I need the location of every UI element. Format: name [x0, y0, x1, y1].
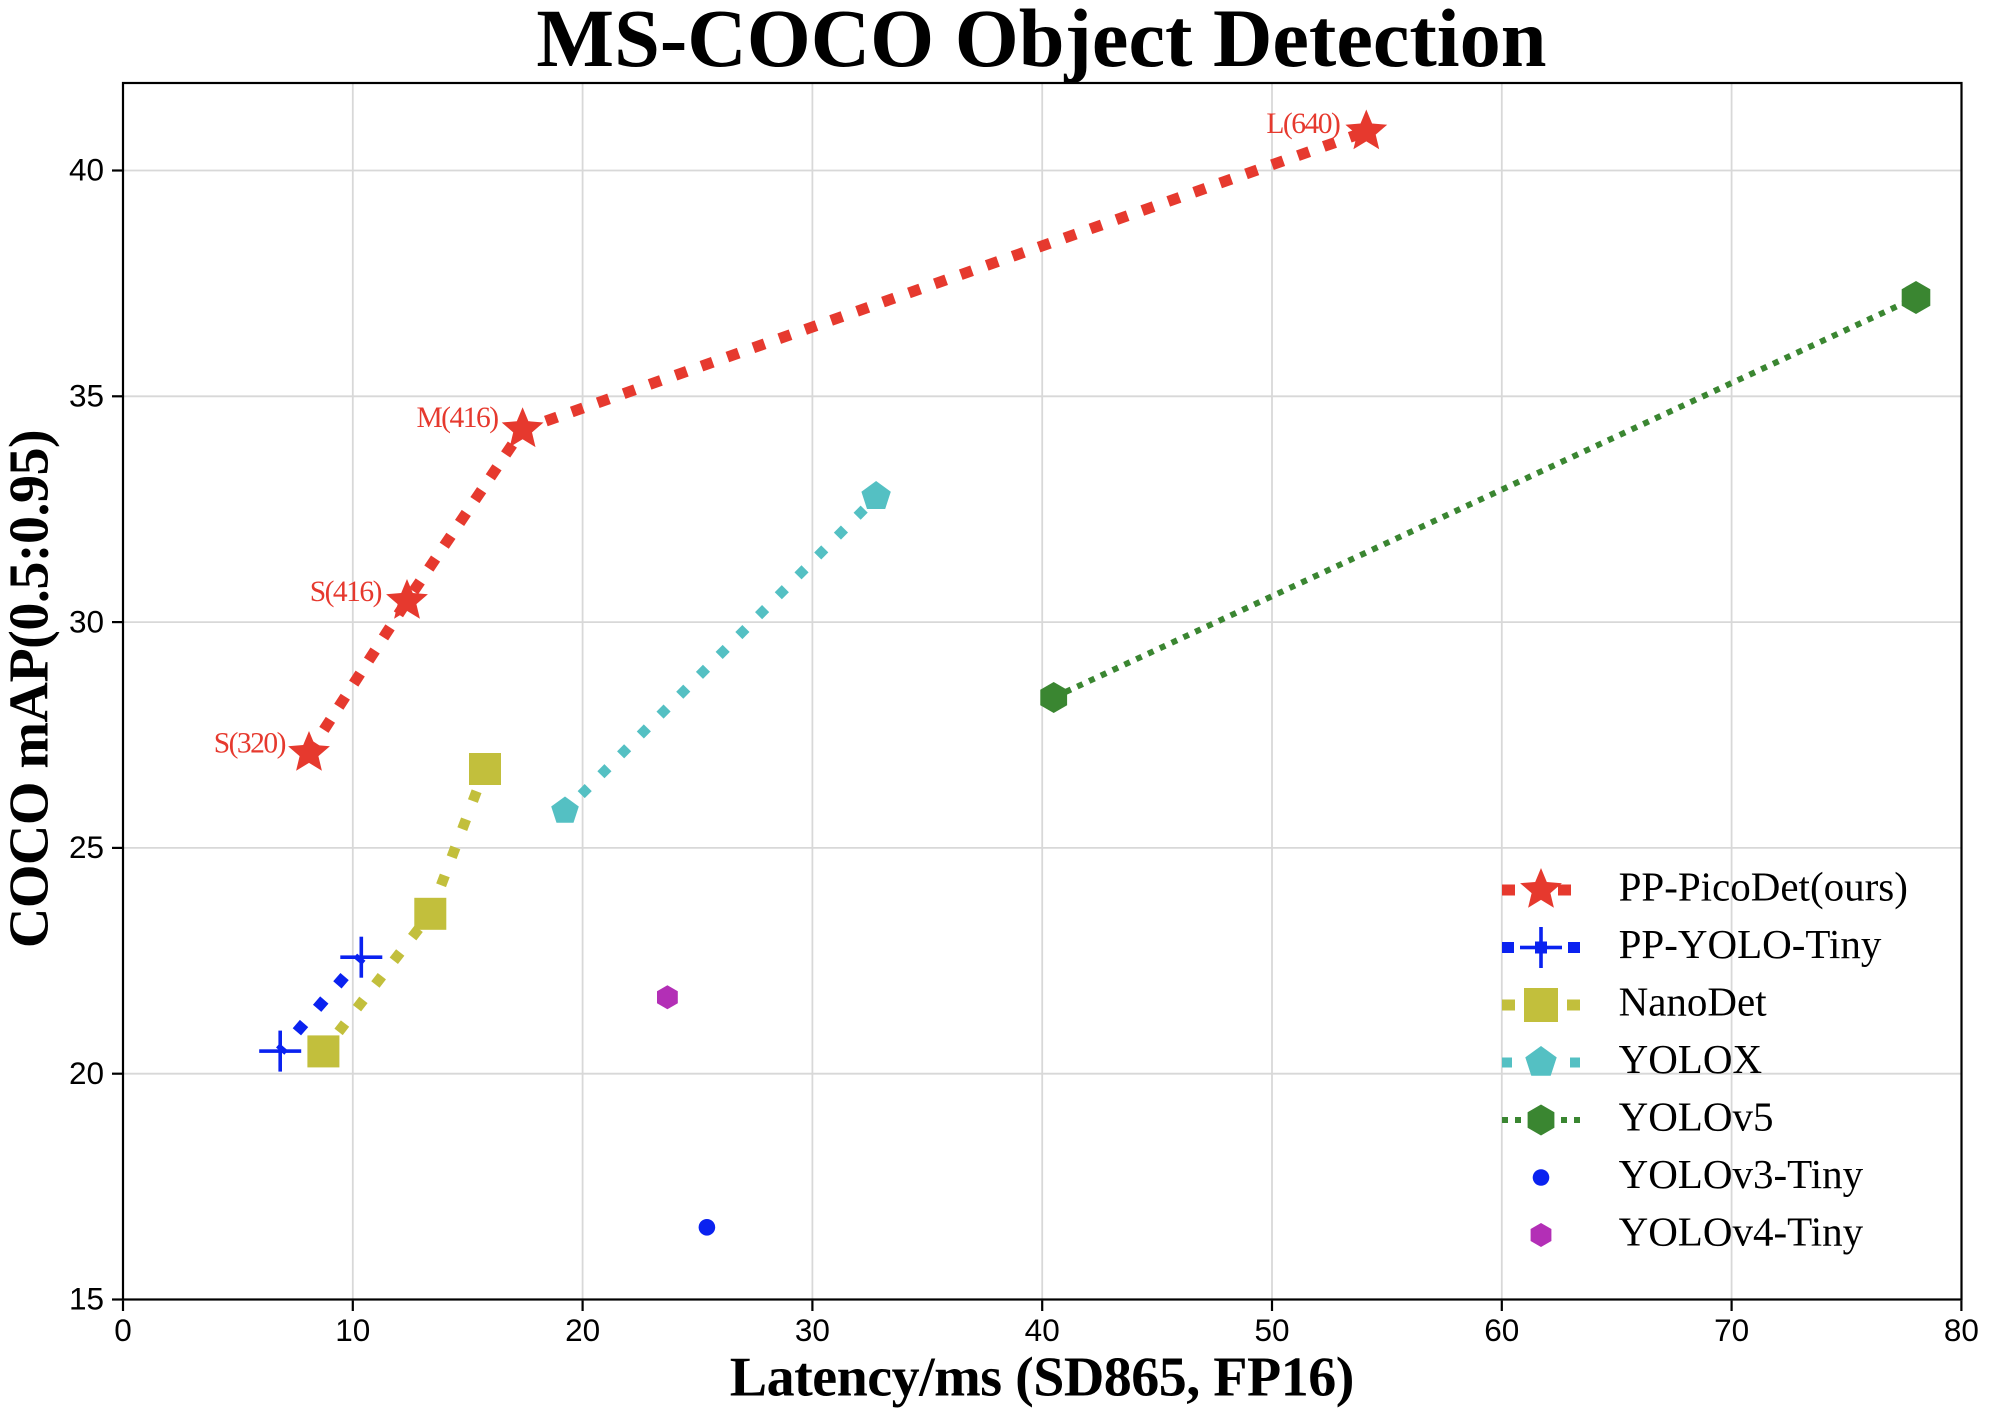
svg-text:40: 40: [69, 152, 104, 188]
svg-text:40: 40: [1025, 1312, 1060, 1348]
svg-text:60: 60: [1484, 1312, 1519, 1348]
svg-text:YOLOX: YOLOX: [1619, 1036, 1762, 1082]
svg-text:YOLOv5: YOLOv5: [1619, 1093, 1774, 1139]
svg-text:YOLOv4-Tiny: YOLOv4-Tiny: [1619, 1208, 1864, 1254]
svg-text:M(416): M(416): [416, 402, 498, 434]
svg-text:35: 35: [69, 378, 104, 414]
svg-text:25: 25: [69, 829, 104, 865]
svg-text:MS-COCO Object Detection: MS-COCO Object Detection: [536, 0, 1546, 84]
svg-text:Latency/ms (SD865, FP16): Latency/ms (SD865, FP16): [730, 1347, 1354, 1409]
svg-text:S(320): S(320): [214, 728, 286, 760]
svg-text:80: 80: [1944, 1312, 1979, 1348]
svg-text:PP-YOLO-Tiny: PP-YOLO-Tiny: [1619, 921, 1882, 967]
svg-text:L(640): L(640): [1266, 108, 1340, 140]
svg-text:0: 0: [114, 1312, 132, 1348]
svg-text:20: 20: [69, 1055, 104, 1091]
svg-text:30: 30: [795, 1312, 830, 1348]
svg-text:PP-PicoDet(ours): PP-PicoDet(ours): [1619, 863, 1908, 909]
svg-text:20: 20: [565, 1312, 600, 1348]
svg-text:50: 50: [1254, 1312, 1289, 1348]
svg-text:10: 10: [335, 1312, 370, 1348]
svg-text:70: 70: [1714, 1312, 1749, 1348]
svg-text:COCO mAP(0.5:0.95): COCO mAP(0.5:0.95): [0, 430, 61, 948]
svg-text:30: 30: [69, 603, 104, 639]
svg-text:YOLOv3-Tiny: YOLOv3-Tiny: [1619, 1151, 1864, 1197]
svg-text:15: 15: [69, 1281, 104, 1317]
svg-text:S(416): S(416): [310, 576, 382, 608]
svg-text:NanoDet: NanoDet: [1619, 978, 1768, 1024]
